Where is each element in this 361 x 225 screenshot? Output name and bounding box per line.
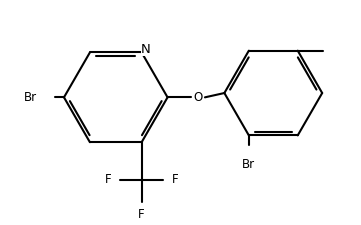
Text: N: N (141, 43, 151, 56)
Text: Br: Br (23, 91, 37, 104)
Text: F: F (172, 173, 178, 186)
Text: F: F (138, 208, 145, 221)
Text: F: F (105, 173, 112, 186)
Text: Br: Br (242, 158, 255, 171)
Text: O: O (193, 91, 203, 104)
